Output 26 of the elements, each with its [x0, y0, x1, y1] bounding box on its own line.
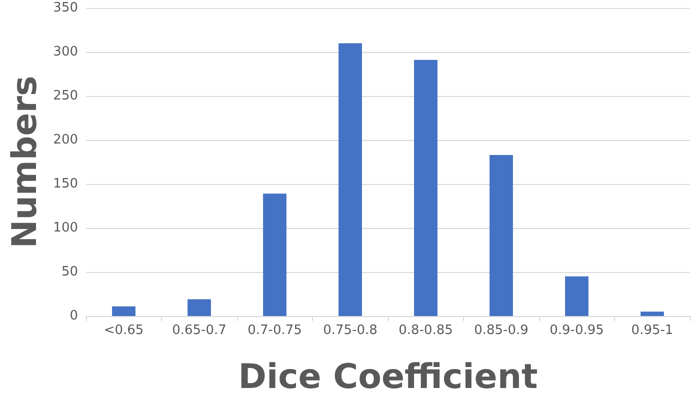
y-tick-label: 50 [61, 264, 78, 280]
y-tick-label: 0 [70, 308, 78, 324]
x-tick-label: 0.8-0.85 [398, 323, 453, 338]
y-tick-label: 100 [53, 220, 78, 236]
y-tick-label: 250 [53, 88, 78, 104]
y-axis-title: Numbers [5, 76, 45, 248]
y-tick-label: 150 [53, 176, 78, 192]
bar [338, 43, 362, 316]
bar [112, 306, 136, 316]
bar [263, 194, 286, 316]
bar [640, 312, 664, 316]
bar [414, 60, 438, 316]
x-tick-label: 0.75-0.8 [323, 323, 378, 338]
bar [188, 299, 211, 316]
y-tick-label: 200 [53, 132, 78, 148]
x-axis-title: Dice Coefficient [238, 357, 538, 397]
x-tick-label: 0.95-1 [631, 323, 674, 338]
x-tick-label: <0.65 [104, 323, 144, 338]
y-tick-label: 300 [53, 44, 78, 60]
x-tick-label: 0.65-0.7 [172, 323, 226, 338]
x-tick-label: 0.85-0.9 [474, 323, 528, 338]
y-tick-label: 350 [53, 0, 78, 16]
x-tick-label: 0.9-0.95 [550, 323, 604, 338]
bar [565, 276, 588, 316]
bar [490, 154, 513, 316]
x-tick-label: 0.7-0.75 [248, 323, 302, 338]
